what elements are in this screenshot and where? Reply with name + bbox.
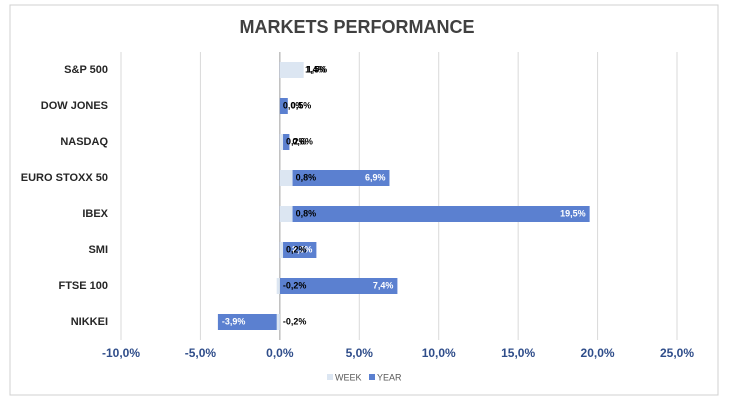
- data-label: 0,2%: [286, 136, 307, 146]
- bar: [279, 170, 390, 186]
- bar: [279, 206, 590, 222]
- legend-label: WEEK: [335, 372, 362, 382]
- data-label: 0,5%: [291, 100, 312, 110]
- chart-frame: [9, 4, 719, 396]
- data-label: 6,9%: [365, 172, 386, 182]
- data-label: -0,2%: [283, 316, 307, 326]
- bar: [276, 314, 280, 330]
- bar: [279, 278, 398, 294]
- category-label: IBEX: [82, 208, 108, 220]
- category-label: EURO STOXX 50: [21, 172, 108, 184]
- chart-title: MARKETS PERFORMANCE: [239, 17, 474, 37]
- data-label: 1,4%: [305, 64, 326, 74]
- x-tick-label: 20,0%: [581, 346, 615, 360]
- bar: [279, 98, 288, 114]
- data-label: 0,8%: [296, 172, 317, 182]
- x-tick-label: 0,0%: [266, 346, 294, 360]
- category-label: SMI: [88, 244, 108, 256]
- x-tick-label: -10,0%: [102, 346, 140, 360]
- x-tick-label: -5,0%: [185, 346, 217, 360]
- data-label: 2,3%: [292, 244, 313, 254]
- bar: [279, 242, 284, 258]
- bar: [279, 206, 293, 222]
- bar: [279, 170, 293, 186]
- data-label: 0,6%: [292, 136, 313, 146]
- x-tick-label: 15,0%: [501, 346, 535, 360]
- category-label: NASDAQ: [60, 136, 108, 148]
- bar: [279, 134, 284, 150]
- data-label: 0,0%: [283, 100, 304, 110]
- legend-swatch: [369, 374, 375, 380]
- bar: [279, 134, 290, 150]
- bar: [279, 242, 317, 258]
- category-label: DOW JONES: [41, 100, 108, 112]
- category-label: S&P 500: [64, 64, 108, 76]
- bar: [217, 314, 280, 330]
- data-label: 7,4%: [373, 280, 394, 290]
- x-tick-label: 5,0%: [346, 346, 374, 360]
- x-tick-label: 10,0%: [422, 346, 456, 360]
- category-label: FTSE 100: [58, 280, 108, 292]
- bar: [276, 278, 280, 294]
- data-label: -0,2%: [283, 280, 307, 290]
- data-label: 0,2%: [286, 244, 307, 254]
- bar: [279, 62, 304, 78]
- x-tick-label: 25,0%: [660, 346, 694, 360]
- data-label: 1,5%: [307, 64, 328, 74]
- data-label: 19,5%: [560, 208, 586, 218]
- legend-label: YEAR: [377, 372, 402, 382]
- category-label: NIKKEI: [71, 316, 108, 328]
- data-label: -3,9%: [222, 316, 246, 326]
- data-label: 0,8%: [296, 208, 317, 218]
- legend-swatch: [327, 374, 333, 380]
